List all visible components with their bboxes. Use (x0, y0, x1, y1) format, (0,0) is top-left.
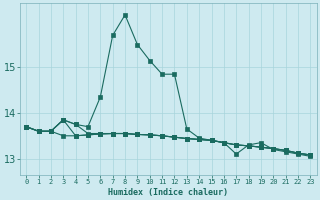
X-axis label: Humidex (Indice chaleur): Humidex (Indice chaleur) (108, 188, 228, 197)
